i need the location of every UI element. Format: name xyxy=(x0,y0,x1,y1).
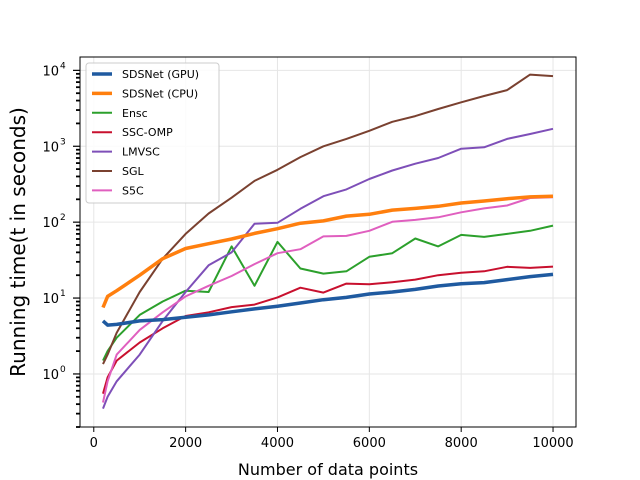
series-line-lmvsc xyxy=(102,127,554,409)
y-tick-exponent: 2 xyxy=(60,213,66,223)
y-tick-exponent: 0 xyxy=(60,365,66,375)
x-tick-label: 10000 xyxy=(532,436,573,451)
x-tick-label: 0 xyxy=(90,436,98,451)
y-tick-exponent: 4 xyxy=(60,61,66,71)
y-tick-label: 10 xyxy=(42,292,59,307)
legend-box xyxy=(85,62,220,204)
x-tick-label: 6000 xyxy=(353,436,386,451)
legend-label: SDSNet (GPU) xyxy=(122,68,199,81)
series-line-sgl xyxy=(102,73,554,365)
x-axis-title: Number of data points xyxy=(238,460,418,479)
x-tick-label: 2000 xyxy=(169,436,202,451)
series-line-sdsnet-cpu xyxy=(101,194,554,309)
legend-label: Ensc xyxy=(122,107,148,120)
y-tick-label: 10 xyxy=(42,368,59,383)
y-tick-label: 10 xyxy=(42,216,59,231)
legend-label: SSC-OMP xyxy=(122,126,173,139)
y-tick-exponent: 1 xyxy=(60,289,66,299)
series-lines xyxy=(101,73,554,409)
x-tick-label: 4000 xyxy=(261,436,294,451)
legend-label: SGL xyxy=(122,165,145,178)
y-tick-label: 10 xyxy=(42,140,59,155)
series-line-sdsnet-gpu xyxy=(101,272,554,327)
series-line-ensc xyxy=(102,224,554,362)
legend-label: SDSNet (CPU) xyxy=(122,87,198,100)
legend-label: S5C xyxy=(122,184,144,197)
series-line-ssc-omp xyxy=(102,265,554,394)
y-tick-label: 10 xyxy=(42,64,59,79)
legend: SDSNet (GPU) SDSNet (CPU) Ensc SSC-OMP LMVSC… xyxy=(85,62,220,204)
y-axis-title: Running time(t in seconds) xyxy=(6,107,30,377)
plot-frame xyxy=(79,56,577,428)
y-tick-exponent: 3 xyxy=(60,137,66,147)
legend-label: LMVSC xyxy=(122,146,160,159)
x-tick-label: 8000 xyxy=(445,436,478,451)
